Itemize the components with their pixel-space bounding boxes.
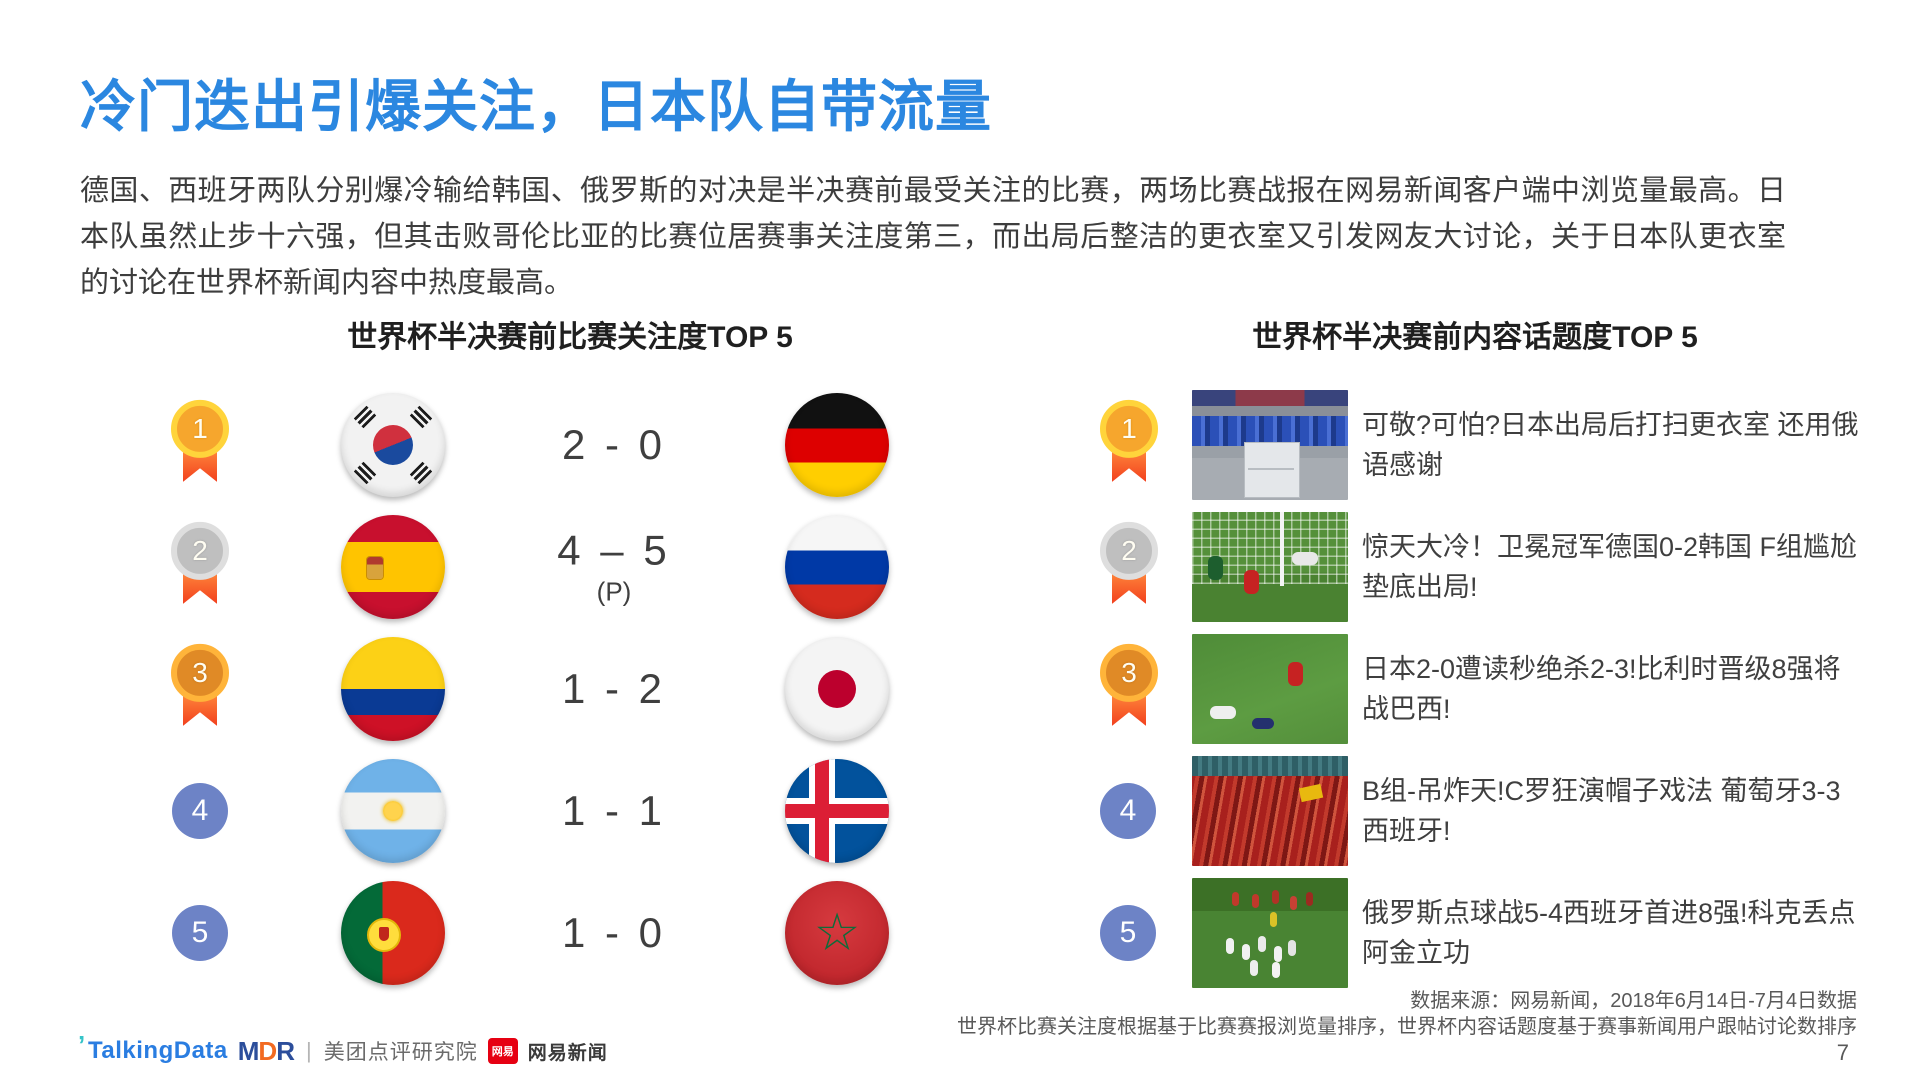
rank-5-badge: 5 [172,905,228,961]
russia-spain-penalty-photo [1192,878,1348,988]
match-row-4: 4 1 - 1 [0,750,1921,872]
match-row-5: 5 1 - 0 ☆ [0,872,1921,994]
topic-row-5: 5 俄罗斯点球战5-4西班牙首进8强!科克丢点阿金立功 [0,872,1921,994]
flag-morocco: ☆ [785,881,889,985]
intro-paragraph: 德国、西班牙两队分别爆冷输给韩国、俄罗斯的对决是半决赛前最受关注的比赛，两场比赛… [80,175,1786,299]
flag-argentina [341,759,445,863]
netease-news-logo: 网易新闻 [527,1042,608,1064]
topic-row-3: 3 日本2-0遭读秒绝杀2-3!比利时晋级8强将战巴西! [0,628,1921,750]
rank-1-medal-icon: 1 [1100,399,1158,482]
rank-2-medal-icon: 2 [1100,521,1158,604]
flag-iceland [785,759,889,863]
logo-divider: | [305,1038,312,1063]
japan-locker-room-photo [1192,390,1348,500]
data-source-note: 数据来源：网易新闻，2018年6月14日-7月4日数据 世界杯比赛关注度根据基于… [757,988,1857,1040]
rank-4-badge: 4 [172,783,228,839]
page-title: 冷门迭出引爆关注，日本队自带流量 [80,75,992,138]
rank-3-medal-icon: 3 [171,643,229,726]
rank-number: 3 [192,656,208,688]
rank-4-badge: 4 [1100,783,1156,839]
page-number: 7 [1836,1040,1849,1065]
match-score: 2 - 0 [561,421,667,468]
rank-number: 4 [1119,794,1137,827]
source-line-2: 世界杯比赛关注度根据基于比赛赛报浏览量排序，世界杯内容话题度基于赛事新闻用户跟帖… [957,1016,1857,1038]
rank-number: 3 [1121,656,1137,688]
match-row-1: 1 2 - 0 [0,384,1921,506]
rank-number: 1 [1121,412,1137,444]
flag-spain [341,515,445,619]
flag-south-korea [341,393,445,497]
netease-badge-icon: 网易 [487,1038,518,1064]
left-panel-heading: 世界杯半决赛前比赛关注度TOP 5 [347,321,793,354]
match-row-2: 2 4 – 5 (P) [0,506,1921,628]
mdr-logo: MDR [237,1035,295,1066]
source-line-1: 数据来源：网易新闻，2018年6月14日-7月4日数据 [1410,990,1857,1012]
rank-5-badge: 5 [1100,905,1156,961]
flag-colombia [341,637,445,741]
rank-number: 4 [191,794,209,827]
rank-number: 2 [1121,534,1137,566]
flag-germany [785,393,889,497]
portugal-spain-fans-photo [1192,756,1348,866]
flag-russia [785,515,889,619]
news-headline: 可敬?可怕?日本出局后打扫更衣室 还用俄语感谢 [1362,410,1859,480]
news-headline: 惊天大冷！卫冕冠军德国0-2韩国 F组尴尬垫底出局! [1362,532,1858,602]
topic-row-1: 1 可敬?可怕?日本出局后打扫更衣室 还用俄语感谢 [0,384,1921,506]
match-score: 1 - 2 [561,665,667,712]
news-headline: 俄罗斯点球战5-4西班牙首进8强!科克丢点阿金立功 [1362,898,1856,968]
flag-portugal [341,881,445,985]
japan-belgium-match-photo [1192,634,1348,744]
match-row-3: 3 1 - 2 [0,628,1921,750]
germany-korea-goal-photo [1192,512,1348,622]
talkingdata-logo: TalkingData [78,1030,228,1065]
rank-number: 2 [192,534,208,566]
right-panel-heading: 世界杯半决赛前内容话题度TOP 5 [1252,321,1698,354]
rank-3-medal-icon: 3 [1100,643,1158,726]
rank-number: 1 [192,412,208,444]
match-score: 1 - 1 [561,787,667,834]
flag-japan [785,637,889,741]
match-score: 4 – 5 (P) [557,526,671,607]
topic-row-4: 4 B组-吊炸天!C罗狂演帽子戏法 葡萄牙3-3西班牙! [0,750,1921,872]
news-headline: 日本2-0遭读秒绝杀2-3!比利时晋级8强将战巴西! [1362,654,1841,724]
rank-1-medal-icon: 1 [171,399,229,482]
news-headline: B组-吊炸天!C罗狂演帽子戏法 葡萄牙3-3西班牙! [1362,776,1841,846]
meituan-dianping-institute-logo: 美团点评研究院 [323,1041,478,1064]
footer-logos: TalkingData MDR | 美团点评研究院 网易 网易新闻 [78,1030,608,1068]
rank-number: 5 [1119,916,1137,949]
match-score: 1 - 0 [561,909,667,956]
rank-number: 5 [191,916,209,949]
topic-row-2: 2 惊天大冷！卫冕冠军德国0-2韩国 F组尴尬垫底出局! [0,506,1921,628]
rank-2-medal-icon: 2 [171,521,229,604]
